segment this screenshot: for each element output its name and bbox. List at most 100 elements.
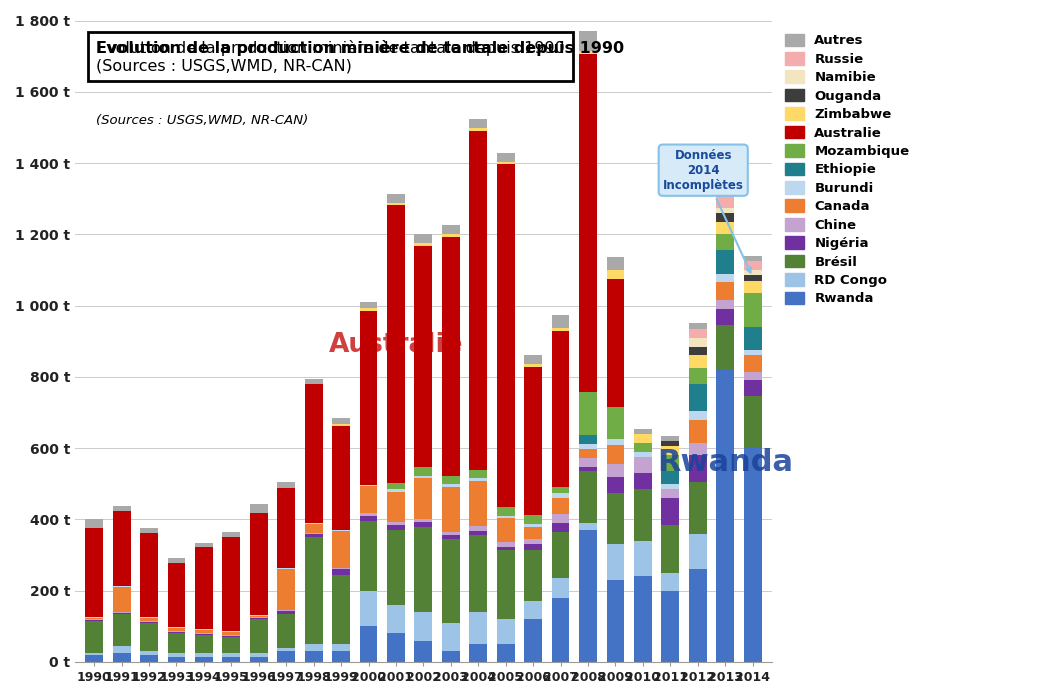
Bar [634,577,652,662]
Bar [250,619,268,653]
Bar [277,611,295,614]
Bar [305,644,323,651]
Bar [716,370,734,662]
Bar [497,549,514,619]
Bar [716,250,734,273]
Bar [744,327,762,350]
Bar [661,573,679,591]
Bar [524,601,542,619]
Bar [470,120,487,128]
Bar [140,528,158,533]
Bar [305,533,323,535]
Bar [222,631,240,632]
Bar [689,384,707,411]
Bar [277,568,295,569]
Bar [606,279,624,407]
Bar [716,325,734,370]
Bar [606,493,624,545]
Bar [277,488,295,568]
Bar [415,467,433,475]
Bar [606,464,624,477]
Bar [113,612,130,613]
Bar [744,275,762,281]
Bar [442,623,460,651]
Bar [167,563,185,628]
Bar [524,524,542,526]
Bar [250,618,268,619]
Bar [716,309,734,325]
Bar [579,435,597,444]
Bar [661,471,679,484]
Bar [497,547,514,549]
Bar [689,356,707,368]
Bar [222,637,240,653]
Bar [716,189,734,195]
Bar [551,598,569,662]
Bar [415,234,433,243]
Bar [442,651,460,662]
Bar [634,452,652,457]
Bar [387,194,405,203]
Bar [415,522,433,526]
Bar [634,428,652,434]
Bar [716,195,734,208]
Bar [360,308,378,310]
Bar [579,54,597,392]
Bar [167,656,185,662]
Bar [195,547,213,629]
Bar [634,434,652,442]
Bar [470,526,487,531]
Bar [579,523,597,530]
Bar [442,234,460,237]
Bar [86,655,103,662]
Bar [689,442,707,455]
Bar [661,441,679,447]
Bar [387,489,405,491]
Bar [360,516,378,521]
Bar [689,368,707,384]
Bar [716,234,734,250]
Bar [606,477,624,493]
Bar [305,535,323,538]
Bar [744,356,762,372]
Bar [86,528,103,617]
Bar [113,505,130,511]
Bar [579,449,597,458]
Bar [360,303,378,308]
Bar [195,653,213,656]
Bar [497,515,514,519]
Bar [277,651,295,662]
Bar [497,644,514,662]
Bar [744,396,762,448]
Bar [113,614,130,646]
Bar [277,614,295,648]
Bar [470,128,487,131]
Bar [250,617,268,618]
Bar [167,628,185,631]
Bar [634,442,652,452]
Bar [716,213,734,222]
Bar [661,591,679,662]
Bar [140,651,158,655]
Bar [661,525,679,573]
Bar [470,131,487,470]
Bar [442,535,460,539]
Bar [661,455,679,471]
Bar [689,338,707,347]
Bar [716,208,734,213]
Bar [497,161,514,164]
Bar [86,620,103,621]
Bar [579,471,597,523]
Bar [634,457,652,473]
Bar [332,568,350,569]
Bar [332,424,350,426]
Bar [387,206,405,484]
Bar [222,656,240,662]
Bar [470,478,487,482]
Bar [744,448,762,662]
Bar [524,364,542,367]
Bar [524,539,542,545]
Bar [634,473,652,489]
Bar [167,631,185,633]
Bar [222,532,240,537]
